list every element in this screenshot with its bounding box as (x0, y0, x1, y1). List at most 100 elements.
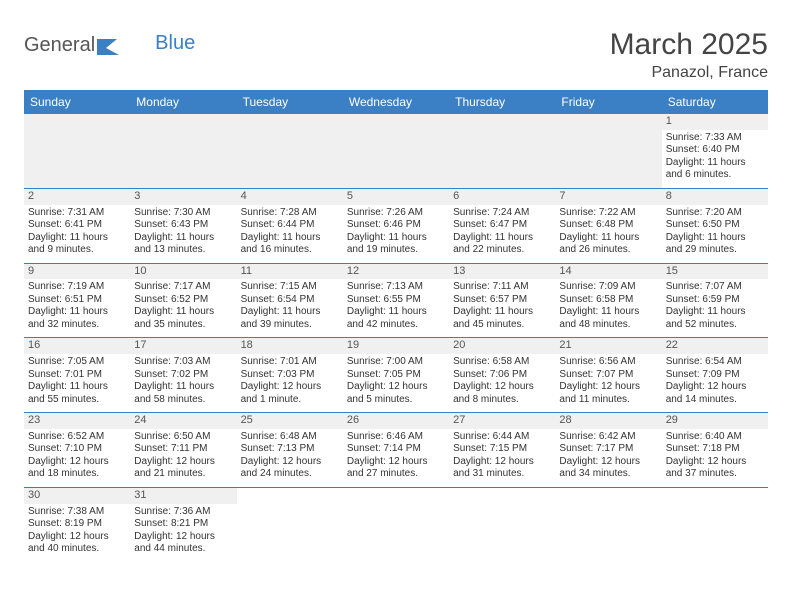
weekday-header: Saturday (662, 90, 768, 114)
calendar-cell: 16Sunrise: 7:05 AMSunset: 7:01 PMDayligh… (24, 338, 130, 412)
calendar-cell: 14Sunrise: 7:09 AMSunset: 6:58 PMDayligh… (555, 264, 661, 338)
day-number: 6 (449, 189, 555, 205)
sunrise-text: Sunrise: 7:36 AM (134, 506, 232, 519)
day-number: 29 (662, 413, 768, 429)
calendar-cell: 8Sunrise: 7:20 AMSunset: 6:50 PMDaylight… (662, 189, 768, 263)
sunset-text: Sunset: 6:48 PM (559, 219, 657, 232)
title-block: March 2025 Panazol, France (610, 28, 768, 82)
sunrise-text: Sunrise: 6:54 AM (666, 356, 764, 369)
sunrise-text: Sunrise: 7:30 AM (134, 207, 232, 220)
sunrise-text: Sunrise: 7:01 AM (241, 356, 339, 369)
location-label: Panazol, France (610, 64, 768, 82)
calendar-cell: 11Sunrise: 7:15 AMSunset: 6:54 PMDayligh… (237, 264, 343, 338)
day-number: 13 (449, 264, 555, 280)
sunset-text: Sunset: 6:55 PM (347, 294, 445, 307)
daylight-text: Daylight: 11 hours (559, 232, 657, 245)
daylight-text: Daylight: 12 hours (666, 456, 764, 469)
calendar-cell: 12Sunrise: 7:13 AMSunset: 6:55 PMDayligh… (343, 264, 449, 338)
calendar-cell: 30Sunrise: 7:38 AMSunset: 8:19 PMDayligh… (24, 488, 130, 562)
sunrise-text: Sunrise: 6:50 AM (134, 431, 232, 444)
sunset-text: Sunset: 6:47 PM (453, 219, 551, 232)
day-number: 17 (130, 338, 236, 354)
calendar-cell-empty (343, 114, 449, 188)
day-number: 24 (130, 413, 236, 429)
sunset-text: Sunset: 7:09 PM (666, 369, 764, 382)
daylight-text: and 5 minutes. (347, 394, 445, 407)
daylight-text: and 11 minutes. (559, 394, 657, 407)
sunset-text: Sunset: 8:21 PM (134, 518, 232, 531)
day-number: 14 (555, 264, 661, 280)
daylight-text: and 45 minutes. (453, 319, 551, 332)
day-number: 22 (662, 338, 768, 354)
day-number: 19 (343, 338, 449, 354)
daylight-text: and 19 minutes. (347, 244, 445, 257)
calendar-cell: 24 Sunrise: 6:50 AMSunset: 7:11 PMDayligh… (130, 413, 236, 487)
calendar-cell: 15Sunrise: 7:07 AMSunset: 6:59 PMDayligh… (662, 264, 768, 338)
sunset-text: Sunset: 7:18 PM (666, 443, 764, 456)
day-number: 11 (237, 264, 343, 280)
weekday-header: Monday (130, 90, 236, 114)
daylight-text: and 42 minutes. (347, 319, 445, 332)
daylight-text: Daylight: 11 hours (28, 306, 126, 319)
day-number: 2 (24, 189, 130, 205)
day-number: 30 (24, 488, 130, 504)
daylight-text: Daylight: 11 hours (347, 306, 445, 319)
sunrise-text: Sunrise: 6:40 AM (666, 431, 764, 444)
sunset-text: Sunset: 7:11 PM (134, 443, 232, 456)
sunrise-text: Sunrise: 7:31 AM (28, 207, 126, 220)
day-number: 5 (343, 189, 449, 205)
calendar-cell: 17Sunrise: 7:03 AMSunset: 7:02 PMDayligh… (130, 338, 236, 412)
calendar-cell-empty (343, 488, 449, 562)
sunset-text: Sunset: 7:17 PM (559, 443, 657, 456)
calendar-cell: 27Sunrise: 6:44 AMSunset: 7:15 PMDayligh… (449, 413, 555, 487)
sunset-text: Sunset: 7:01 PM (28, 369, 126, 382)
daylight-text: Daylight: 11 hours (666, 157, 764, 170)
calendar-grid: SundayMondayTuesdayWednesdayThursdayFrid… (24, 90, 768, 562)
daylight-text: Daylight: 12 hours (559, 456, 657, 469)
sunset-text: Sunset: 7:13 PM (241, 443, 339, 456)
daylight-text: Daylight: 11 hours (28, 381, 126, 394)
sunset-text: Sunset: 7:15 PM (453, 443, 551, 456)
daylight-text: and 14 minutes. (666, 394, 764, 407)
sunset-text: Sunset: 6:58 PM (559, 294, 657, 307)
day-number: 10 (130, 264, 236, 280)
day-number: 31 (130, 488, 236, 504)
sunset-text: Sunset: 6:52 PM (134, 294, 232, 307)
day-number: 16 (24, 338, 130, 354)
day-number: 8 (662, 189, 768, 205)
sunset-text: Sunset: 7:05 PM (347, 369, 445, 382)
calendar-cell: 19Sunrise: 7:00 AMSunset: 7:05 PMDayligh… (343, 338, 449, 412)
weekday-header: Wednesday (343, 90, 449, 114)
sunset-text: Sunset: 6:44 PM (241, 219, 339, 232)
calendar-cell-empty (555, 114, 661, 188)
sunset-text: Sunset: 6:54 PM (241, 294, 339, 307)
logo: General Blue (24, 34, 195, 57)
calendar-cell: 25Sunrise: 6:48 AMSunset: 7:13 PMDayligh… (237, 413, 343, 487)
sunrise-text: Sunrise: 7:09 AM (559, 281, 657, 294)
day-number: 26 (343, 413, 449, 429)
daylight-text: and 35 minutes. (134, 319, 232, 332)
daylight-text: Daylight: 11 hours (241, 232, 339, 245)
day-number: 7 (555, 189, 661, 205)
sunset-text: Sunset: 6:59 PM (666, 294, 764, 307)
daylight-text: Daylight: 12 hours (134, 456, 232, 469)
daylight-text: Daylight: 12 hours (453, 381, 551, 394)
daylight-text: and 34 minutes. (559, 468, 657, 481)
daylight-text: Daylight: 12 hours (28, 531, 126, 544)
daylight-text: and 6 minutes. (666, 169, 764, 182)
daylight-text: and 40 minutes. (28, 543, 126, 556)
calendar-cell: 13Sunrise: 7:11 AMSunset: 6:57 PMDayligh… (449, 264, 555, 338)
sunrise-text: Sunrise: 6:46 AM (347, 431, 445, 444)
daylight-text: and 26 minutes. (559, 244, 657, 257)
sunset-text: Sunset: 7:03 PM (241, 369, 339, 382)
daylight-text: and 55 minutes. (28, 394, 126, 407)
sunset-text: Sunset: 6:41 PM (28, 219, 126, 232)
daylight-text: and 52 minutes. (666, 319, 764, 332)
calendar-cell: 5Sunrise: 7:26 AMSunset: 6:46 PMDaylight… (343, 189, 449, 263)
sunset-text: Sunset: 7:07 PM (559, 369, 657, 382)
calendar-week: 16Sunrise: 7:05 AMSunset: 7:01 PMDayligh… (24, 338, 768, 413)
day-number: 23 (24, 413, 130, 429)
calendar-cell-empty (237, 488, 343, 562)
header: General Blue March 2025 Panazol, France (24, 28, 768, 82)
sunrise-text: Sunrise: 7:15 AM (241, 281, 339, 294)
